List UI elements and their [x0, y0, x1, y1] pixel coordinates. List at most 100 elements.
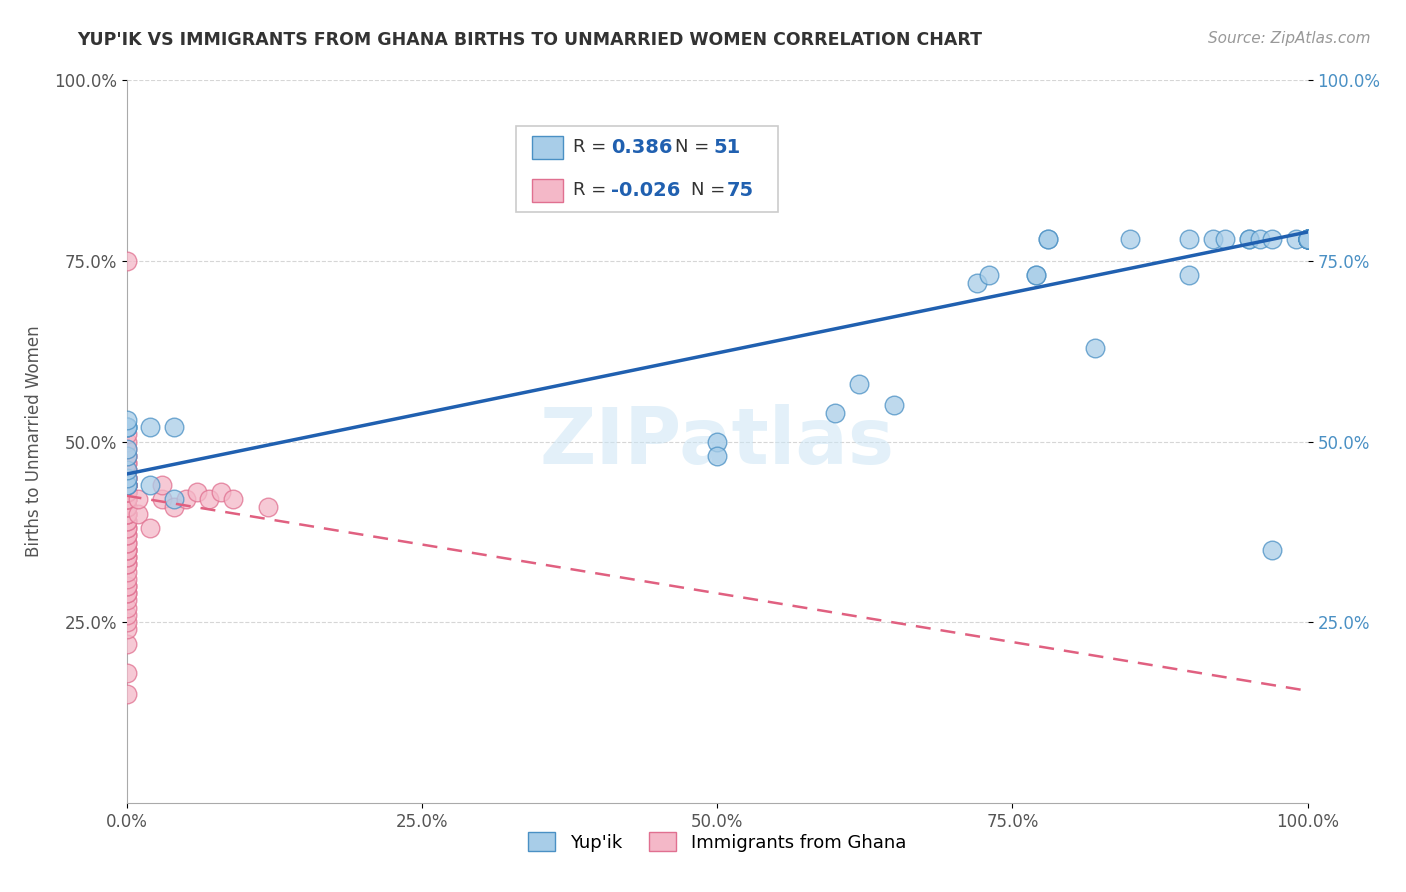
Point	[115, 615, 138, 630]
Point	[1025, 268, 1047, 283]
Point	[115, 478, 138, 492]
Point	[1296, 232, 1319, 246]
Point	[115, 579, 138, 593]
Y-axis label: Births to Unmarried Women: Births to Unmarried Women	[25, 326, 42, 558]
Point	[1296, 232, 1319, 246]
Point	[115, 478, 138, 492]
Point	[1296, 232, 1319, 246]
Point	[115, 456, 138, 470]
Point	[139, 420, 162, 434]
Point	[257, 500, 280, 514]
Point	[115, 586, 138, 600]
Point	[1296, 232, 1319, 246]
Point	[115, 492, 138, 507]
Point	[127, 507, 149, 521]
Text: 51: 51	[714, 138, 741, 157]
Point	[1296, 232, 1319, 246]
Point	[115, 535, 138, 549]
Point	[1036, 232, 1059, 246]
Point	[115, 586, 138, 600]
Text: YUP'IK VS IMMIGRANTS FROM GHANA BIRTHS TO UNMARRIED WOMEN CORRELATION CHART: YUP'IK VS IMMIGRANTS FROM GHANA BIRTHS T…	[77, 31, 983, 49]
Text: -0.026: -0.026	[612, 181, 681, 200]
Point	[115, 514, 138, 528]
Point	[209, 485, 232, 500]
Point	[127, 492, 149, 507]
Point	[115, 600, 138, 615]
Point	[115, 542, 138, 557]
Text: 0.386: 0.386	[612, 138, 672, 157]
Point	[139, 478, 162, 492]
Point	[115, 492, 138, 507]
Point	[115, 521, 138, 535]
Point	[115, 550, 138, 565]
Point	[222, 492, 245, 507]
Point	[1178, 268, 1201, 283]
Point	[115, 665, 138, 680]
Point	[139, 521, 162, 535]
Point	[115, 478, 138, 492]
Point	[115, 542, 138, 557]
Point	[1296, 232, 1319, 246]
Point	[115, 572, 138, 586]
Point	[115, 565, 138, 579]
Point	[115, 478, 138, 492]
Point	[1285, 232, 1308, 246]
Point	[115, 449, 138, 463]
Point	[115, 514, 138, 528]
Point	[115, 558, 138, 572]
Point	[115, 463, 138, 477]
Text: N =: N =	[690, 181, 725, 199]
Point	[1036, 232, 1059, 246]
Point	[150, 478, 173, 492]
Point	[115, 420, 138, 434]
Point	[115, 607, 138, 622]
Point	[198, 492, 221, 507]
Point	[115, 420, 138, 434]
Point	[115, 687, 138, 701]
Point	[115, 507, 138, 521]
Point	[1296, 232, 1319, 246]
Point	[115, 478, 138, 492]
Text: R =: R =	[572, 181, 606, 199]
Point	[115, 492, 138, 507]
Point	[977, 268, 1000, 283]
Text: R =: R =	[572, 138, 606, 156]
Point	[115, 542, 138, 557]
Point	[1296, 232, 1319, 246]
Point	[115, 413, 138, 427]
Point	[115, 449, 138, 463]
Point	[115, 507, 138, 521]
Text: Source: ZipAtlas.com: Source: ZipAtlas.com	[1208, 31, 1371, 46]
Point	[115, 550, 138, 565]
Point	[1237, 232, 1260, 246]
Point	[1296, 232, 1319, 246]
Point	[1296, 232, 1319, 246]
Point	[115, 500, 138, 514]
Point	[115, 507, 138, 521]
Point	[115, 558, 138, 572]
Point	[848, 376, 870, 391]
Point	[115, 442, 138, 456]
Point	[1025, 268, 1047, 283]
Point	[1296, 232, 1319, 246]
Point	[1249, 232, 1271, 246]
Point	[1119, 232, 1142, 246]
Point	[115, 427, 138, 442]
Point	[115, 434, 138, 449]
Point	[115, 478, 138, 492]
Point	[1296, 232, 1319, 246]
Point	[1261, 232, 1284, 246]
Point	[1237, 232, 1260, 246]
Point	[115, 470, 138, 484]
Point	[115, 637, 138, 651]
Point	[115, 253, 138, 268]
Point	[163, 420, 186, 434]
Point	[115, 470, 138, 484]
Text: ZIPatlas: ZIPatlas	[540, 403, 894, 480]
Point	[115, 485, 138, 500]
Point	[1261, 542, 1284, 557]
Point	[115, 485, 138, 500]
Point	[163, 500, 186, 514]
Point	[115, 500, 138, 514]
Point	[966, 276, 988, 290]
